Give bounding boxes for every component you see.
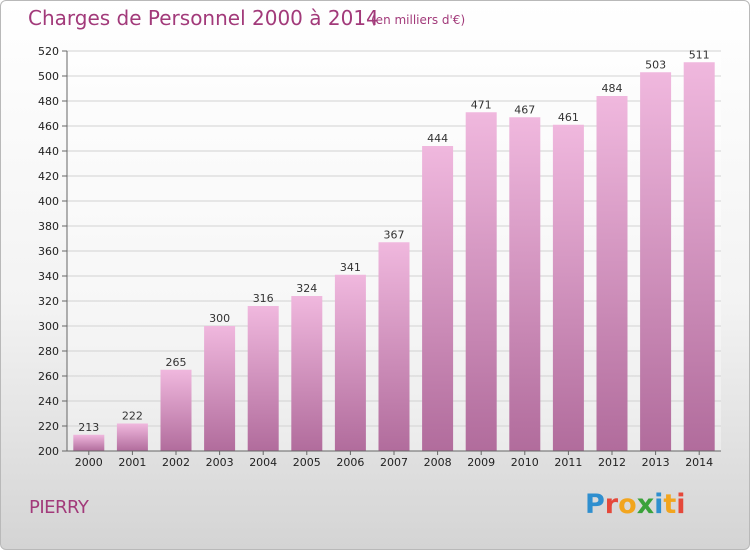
data-label-2005: 324 xyxy=(296,282,317,295)
bar-2002 xyxy=(160,369,192,451)
x-tick-label-2012: 2012 xyxy=(598,456,626,469)
logo-letter: i xyxy=(676,489,686,520)
y-tick-label: 280 xyxy=(38,345,59,358)
logo-letter: i xyxy=(654,489,664,520)
y-tick-label: 240 xyxy=(38,395,59,408)
data-label-2009: 471 xyxy=(471,98,492,111)
proxiti-logo[interactable]: Proxiti xyxy=(585,489,686,520)
y-tick-label: 380 xyxy=(38,220,59,233)
bar-2000 xyxy=(73,434,105,451)
y-tick-label: 200 xyxy=(38,445,59,458)
x-tick-label-2008: 2008 xyxy=(424,456,452,469)
x-tick-label-2010: 2010 xyxy=(511,456,539,469)
y-tick-label: 340 xyxy=(38,270,59,283)
y-tick-label: 420 xyxy=(38,170,59,183)
logo-letter: x xyxy=(636,489,655,520)
y-tick-label: 220 xyxy=(38,420,59,433)
y-tick-label: 360 xyxy=(38,245,59,258)
bar-2014 xyxy=(683,62,715,451)
x-tick-label-2002: 2002 xyxy=(162,456,190,469)
logo-letter: r xyxy=(604,489,619,520)
y-tick-label: 260 xyxy=(38,370,59,383)
x-tick-label-2001: 2001 xyxy=(118,456,146,469)
bar-2003 xyxy=(204,326,236,451)
y-tick-label: 500 xyxy=(38,70,59,83)
bar-2004 xyxy=(247,306,279,451)
chart-title: Charges de Personnel 2000 à 2014 xyxy=(28,6,379,30)
data-label-2010: 467 xyxy=(514,103,535,116)
data-label-2001: 222 xyxy=(122,410,143,423)
x-tick-label-2011: 2011 xyxy=(554,456,582,469)
data-label-2012: 484 xyxy=(602,82,623,95)
x-tick-label-2003: 2003 xyxy=(206,456,234,469)
data-label-2013: 503 xyxy=(645,58,666,71)
data-label-2006: 341 xyxy=(340,261,361,274)
logo-letter: t xyxy=(663,489,677,520)
x-tick-label-2000: 2000 xyxy=(75,456,103,469)
data-label-2007: 367 xyxy=(384,228,405,241)
x-tick-label-2014: 2014 xyxy=(685,456,713,469)
bar-2009 xyxy=(465,112,497,451)
bar-2010 xyxy=(509,117,541,451)
x-tick-label-2006: 2006 xyxy=(336,456,364,469)
data-label-2011: 461 xyxy=(558,111,579,124)
logo-letter: o xyxy=(618,489,637,520)
y-tick-label: 400 xyxy=(38,195,59,208)
logo-letter: P xyxy=(585,489,605,520)
data-label-2002: 265 xyxy=(166,356,187,369)
chart-unit: (en milliers d'€) xyxy=(371,13,466,27)
x-tick-label-2004: 2004 xyxy=(249,456,277,469)
data-label-2004: 316 xyxy=(253,292,274,305)
bar-2007 xyxy=(378,242,410,451)
bar-2005 xyxy=(291,296,323,451)
y-tick-label: 320 xyxy=(38,295,59,308)
y-tick-label: 300 xyxy=(38,320,59,333)
data-label-2014: 511 xyxy=(689,48,710,61)
bar-2012 xyxy=(596,96,628,451)
data-label-2003: 300 xyxy=(209,312,230,325)
data-label-2000: 213 xyxy=(78,421,99,434)
y-tick-label: 480 xyxy=(38,95,59,108)
y-tick-label: 440 xyxy=(38,145,59,158)
bar-2008 xyxy=(422,146,454,451)
x-tick-label-2009: 2009 xyxy=(467,456,495,469)
y-tick-label: 520 xyxy=(38,45,59,58)
bar-2001 xyxy=(116,423,148,451)
x-tick-label-2007: 2007 xyxy=(380,456,408,469)
bar-2006 xyxy=(334,274,366,451)
data-label-2008: 444 xyxy=(427,132,448,145)
bar-2013 xyxy=(640,72,672,451)
bar-2011 xyxy=(552,124,584,451)
town-name: PIERRY xyxy=(29,497,89,518)
y-tick-label: 460 xyxy=(38,120,59,133)
x-tick-label-2005: 2005 xyxy=(293,456,321,469)
x-tick-label-2013: 2013 xyxy=(642,456,670,469)
